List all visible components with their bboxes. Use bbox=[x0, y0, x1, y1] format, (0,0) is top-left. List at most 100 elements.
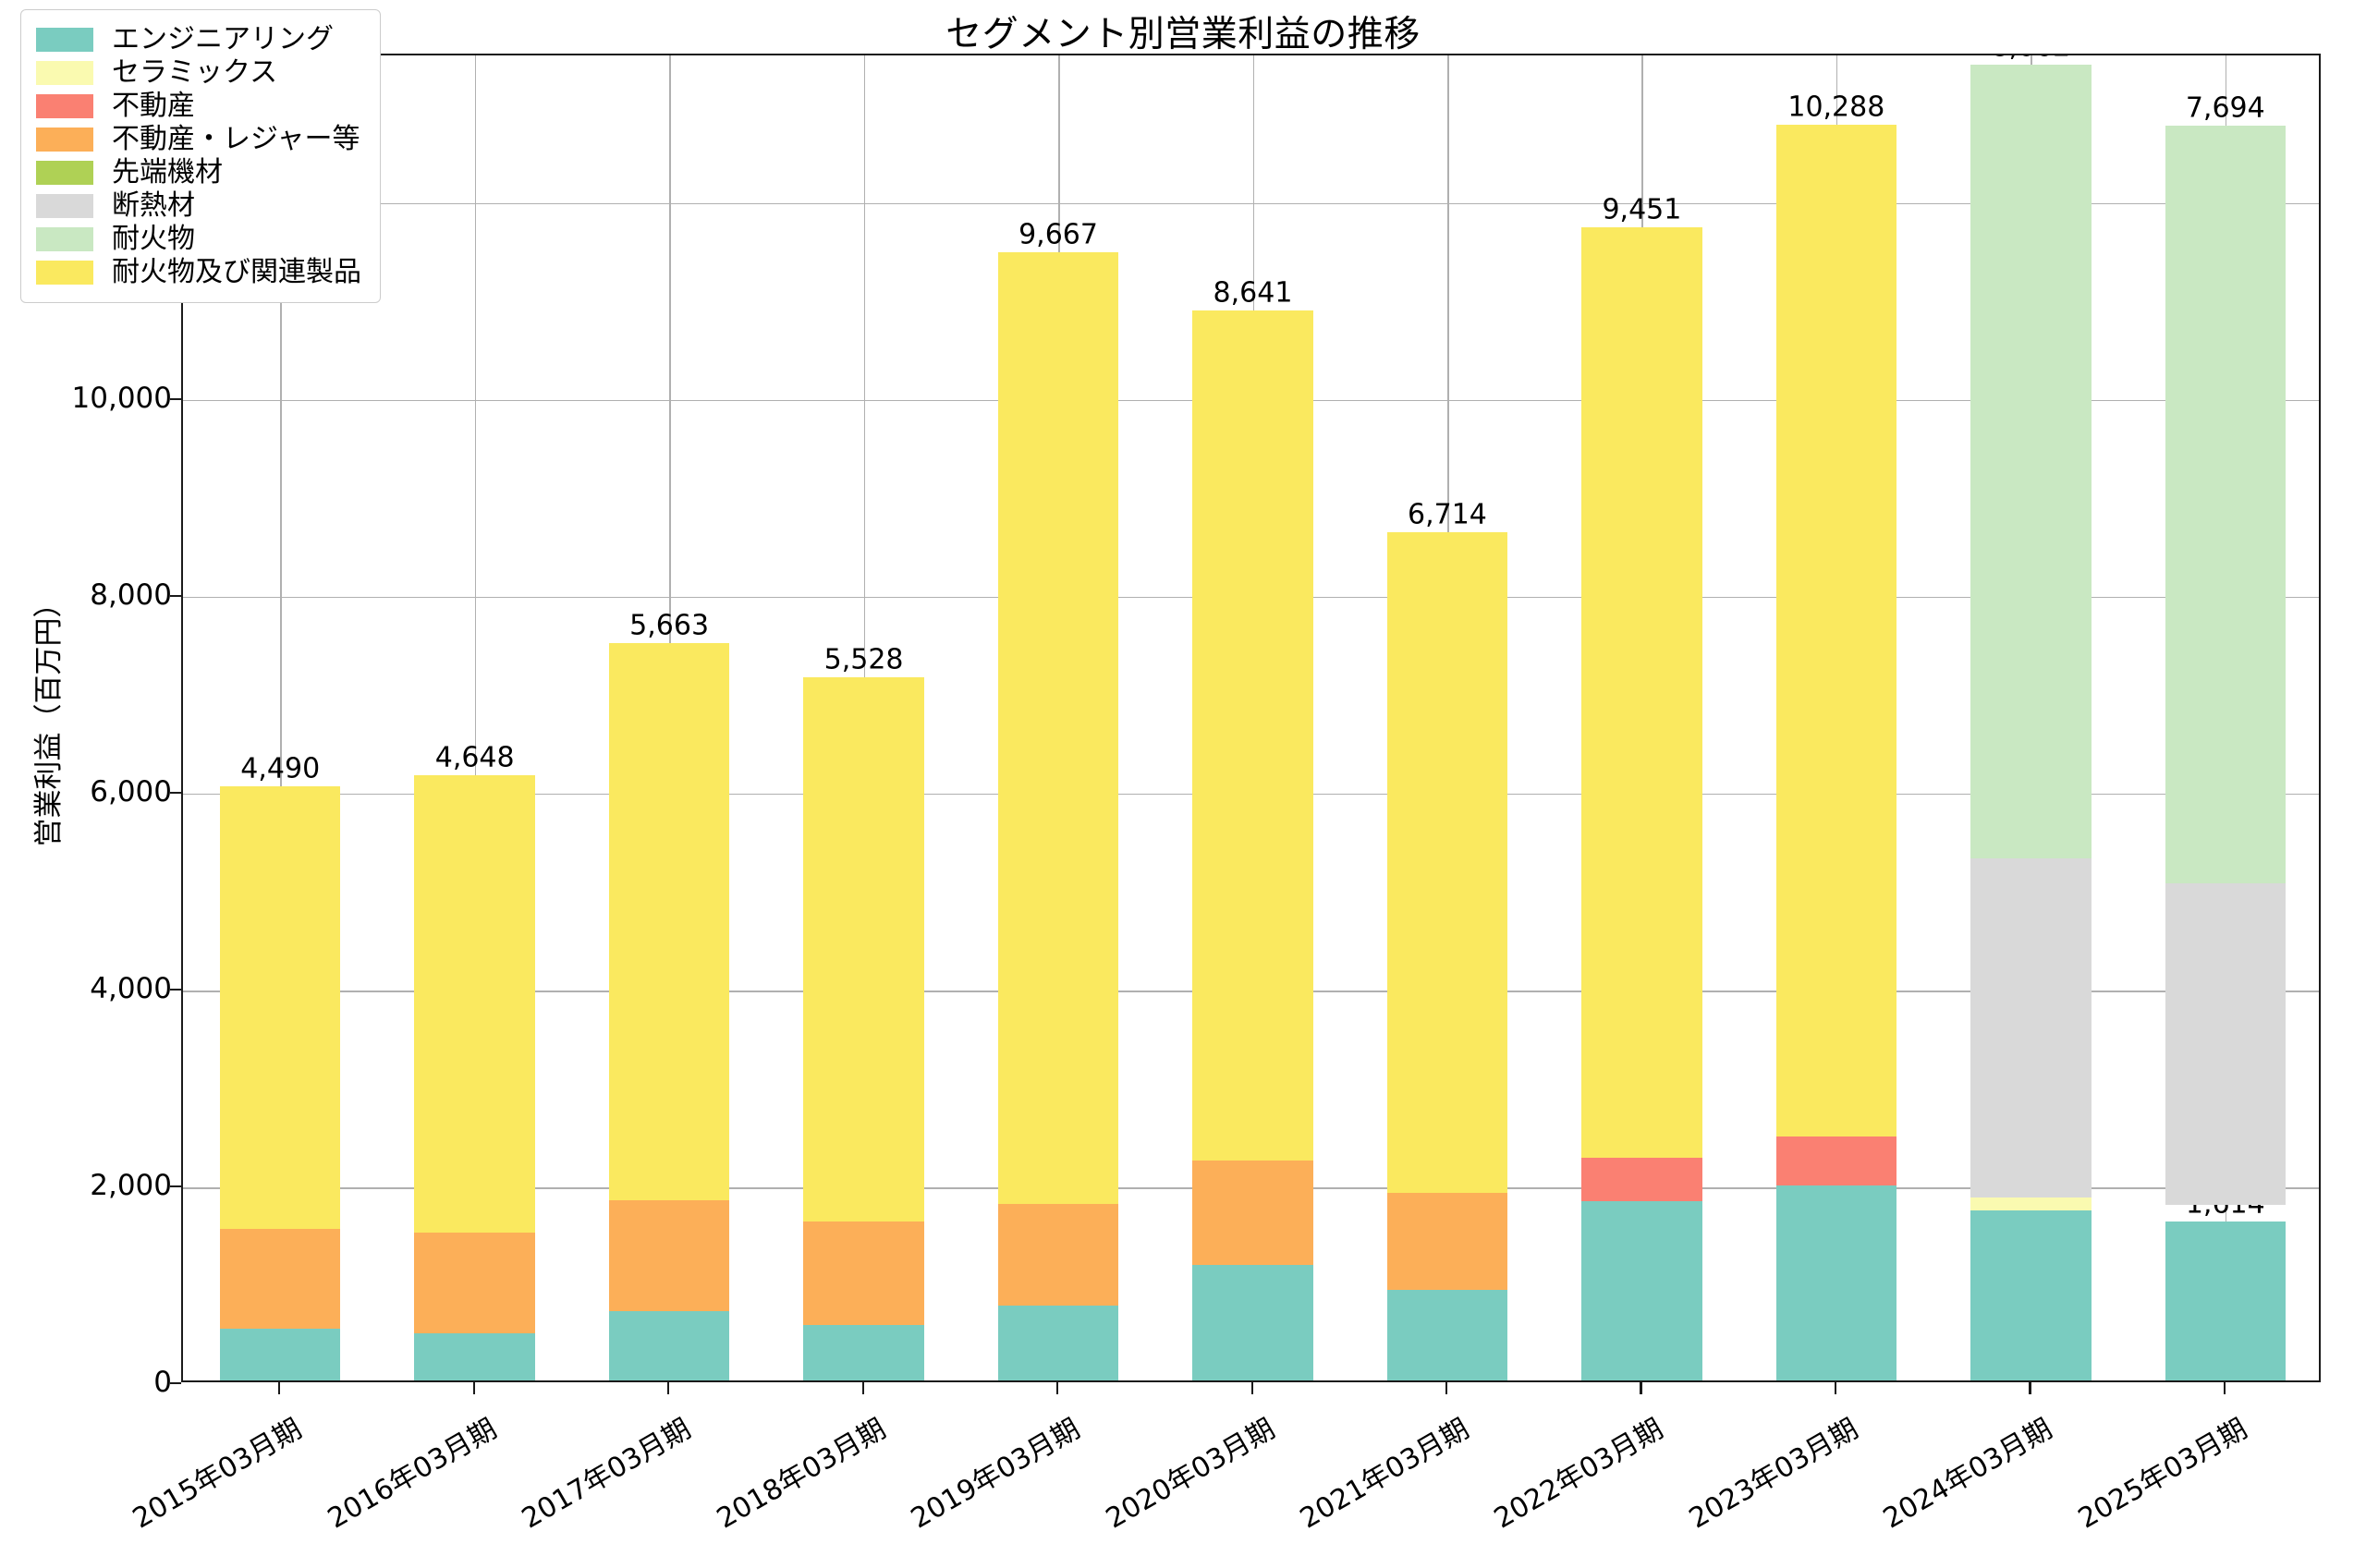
bar-value-label: 6,714 bbox=[1407, 498, 1487, 531]
bar-segment[interactable] bbox=[1775, 124, 1897, 1137]
plot-area: 5251,0174,4904751,0234,6487071,1215,6635… bbox=[181, 54, 2321, 1382]
legend-item[interactable]: エンジニアリング bbox=[36, 23, 361, 56]
bar-value-label: 9,451 bbox=[1602, 193, 1682, 226]
bar-stack[interactable]: 4751,0234,648 bbox=[414, 55, 535, 1380]
bar-segment[interactable] bbox=[1386, 532, 1508, 1194]
bar-segment[interactable] bbox=[1192, 1264, 1313, 1380]
y-tick-mark bbox=[170, 594, 181, 598]
legend-swatch-icon bbox=[36, 261, 93, 285]
chart-legend: エンジニアリング セラミックス 不動産 不動産・レジャー等 先端機材 断熱材 耐火物 耐火物及… bbox=[20, 9, 381, 303]
y-tick-mark bbox=[170, 1185, 181, 1188]
bar-segment[interactable] bbox=[803, 1325, 924, 1380]
gridline-vertical bbox=[280, 55, 282, 1380]
bar-segment[interactable] bbox=[2165, 1222, 2286, 1380]
x-tick-mark bbox=[472, 1382, 475, 1394]
x-tick-label: 2021年03月期 bbox=[1294, 1412, 1475, 1536]
y-tick-label: 0 bbox=[153, 1366, 172, 1399]
bar-stack[interactable]: 1,98249310,288 bbox=[1775, 55, 1897, 1380]
bar-segment[interactable] bbox=[219, 1228, 341, 1330]
bar-segment[interactable] bbox=[1581, 1200, 1702, 1380]
bar-segment[interactable] bbox=[1970, 857, 2092, 1197]
x-tick-label: 2024年03月期 bbox=[1878, 1412, 2058, 1536]
bar-segment[interactable] bbox=[1386, 1289, 1508, 1380]
bar-segment[interactable] bbox=[1775, 1185, 1897, 1380]
bar-value-label: 8,641 bbox=[1213, 276, 1293, 310]
x-tick-mark bbox=[278, 1382, 281, 1394]
bar-segment[interactable] bbox=[997, 1203, 1119, 1306]
bar-stack[interactable]: 5611,0585,528 bbox=[803, 55, 924, 1380]
legend-item[interactable]: 先端機材 bbox=[36, 156, 361, 189]
bar-value-label: 4,648 bbox=[434, 741, 515, 774]
bar-stack[interactable]: 9249796,714 bbox=[1386, 55, 1508, 1380]
bar-stack[interactable]: 1,7251383,4438,062 bbox=[1970, 55, 2092, 1380]
bar-segment[interactable] bbox=[414, 1233, 535, 1334]
bar-segment[interactable] bbox=[2165, 126, 2286, 883]
bar-segment[interactable] bbox=[608, 1310, 730, 1380]
y-tick-mark bbox=[170, 1382, 181, 1385]
bar-segment[interactable] bbox=[2165, 1205, 2286, 1222]
legend-item-label: 不動産 bbox=[112, 90, 195, 122]
legend-swatch-icon bbox=[36, 28, 93, 52]
bar-stack[interactable]: 1,6141703,2677,694 bbox=[2165, 55, 2286, 1380]
legend-swatch-icon bbox=[36, 94, 93, 118]
x-tick-label: 2025年03月期 bbox=[2072, 1412, 2253, 1536]
bar-segment[interactable] bbox=[1192, 310, 1313, 1161]
legend-item[interactable]: 耐火物 bbox=[36, 223, 361, 256]
bar-segment[interactable] bbox=[997, 1305, 1119, 1380]
bar-stack[interactable]: 1,8254399,451 bbox=[1581, 55, 1702, 1380]
x-tick-mark bbox=[667, 1382, 670, 1394]
legend-item[interactable]: セラミックス bbox=[36, 56, 361, 90]
bar-value-label: 9,667 bbox=[1018, 218, 1098, 251]
bar-segment[interactable] bbox=[803, 1221, 924, 1326]
bar-segment[interactable] bbox=[1970, 65, 2092, 858]
bar-segment[interactable] bbox=[608, 1200, 730, 1311]
bar-segment[interactable] bbox=[1581, 1157, 1702, 1201]
bar-stack[interactable]: 7631,0349,667 bbox=[997, 55, 1119, 1380]
x-tick-label: 2019年03月期 bbox=[905, 1412, 1086, 1536]
legend-item[interactable]: 不動産 bbox=[36, 90, 361, 123]
y-tick-label: 8,000 bbox=[90, 577, 172, 612]
y-tick-mark bbox=[170, 791, 181, 795]
legend-swatch-icon bbox=[36, 227, 93, 251]
bar-segment[interactable] bbox=[219, 1329, 341, 1380]
bar-segment[interactable] bbox=[1581, 227, 1702, 1158]
legend-item-label: 不動産・レジャー等 bbox=[112, 123, 360, 155]
legend-item[interactable]: 断熱材 bbox=[36, 189, 361, 223]
x-tick-mark bbox=[1640, 1382, 1642, 1394]
bar-segment[interactable] bbox=[2165, 883, 2286, 1205]
bar-segment[interactable] bbox=[1192, 1161, 1313, 1265]
y-tick-mark bbox=[170, 988, 181, 991]
bar-segment[interactable] bbox=[414, 1333, 535, 1380]
bar-value-label: 10,288 bbox=[1787, 91, 1885, 124]
bar-segment[interactable] bbox=[1970, 1210, 2092, 1380]
legend-swatch-icon bbox=[36, 128, 93, 152]
bar-segment[interactable] bbox=[219, 786, 341, 1229]
bar-segment[interactable] bbox=[803, 676, 924, 1222]
bar-value-label: 7,694 bbox=[2185, 91, 2265, 125]
x-tick-label: 2017年03月期 bbox=[516, 1412, 697, 1536]
y-tick-label: 2,000 bbox=[90, 1168, 172, 1202]
bar-value-label: 8,062 bbox=[1991, 55, 2070, 64]
legend-item-label: 先端機材 bbox=[112, 156, 223, 188]
bar-stack[interactable]: 7071,1215,663 bbox=[608, 55, 730, 1380]
legend-item-label: セラミックス bbox=[112, 56, 278, 89]
legend-item[interactable]: 耐火物及び関連製品 bbox=[36, 256, 361, 289]
bar-segment[interactable] bbox=[997, 251, 1119, 1204]
x-tick-mark bbox=[2223, 1382, 2226, 1394]
bar-segment[interactable] bbox=[1970, 1197, 2092, 1211]
chart-title: セグメント別営業利益の推移 bbox=[945, 14, 1421, 55]
x-tick-label: 2023年03月期 bbox=[1683, 1412, 1864, 1536]
bar-segment[interactable] bbox=[1775, 1136, 1897, 1185]
legend-item-label: 断熱材 bbox=[112, 189, 195, 222]
bar-segment[interactable] bbox=[1386, 1193, 1508, 1290]
y-tick-label: 6,000 bbox=[90, 774, 172, 808]
bar-value-label: 5,528 bbox=[823, 643, 904, 676]
bar-value-label: 5,663 bbox=[629, 609, 710, 642]
y-tick-label: 4,000 bbox=[90, 971, 172, 1005]
bar-segment[interactable] bbox=[608, 643, 730, 1201]
legend-swatch-icon bbox=[36, 161, 93, 185]
bar-segment[interactable] bbox=[414, 775, 535, 1234]
legend-item[interactable]: 不動産・レジャー等 bbox=[36, 123, 361, 156]
gridline-horizontal bbox=[183, 202, 2319, 205]
bar-stack[interactable]: 1,1771,0578,641 bbox=[1192, 55, 1313, 1380]
